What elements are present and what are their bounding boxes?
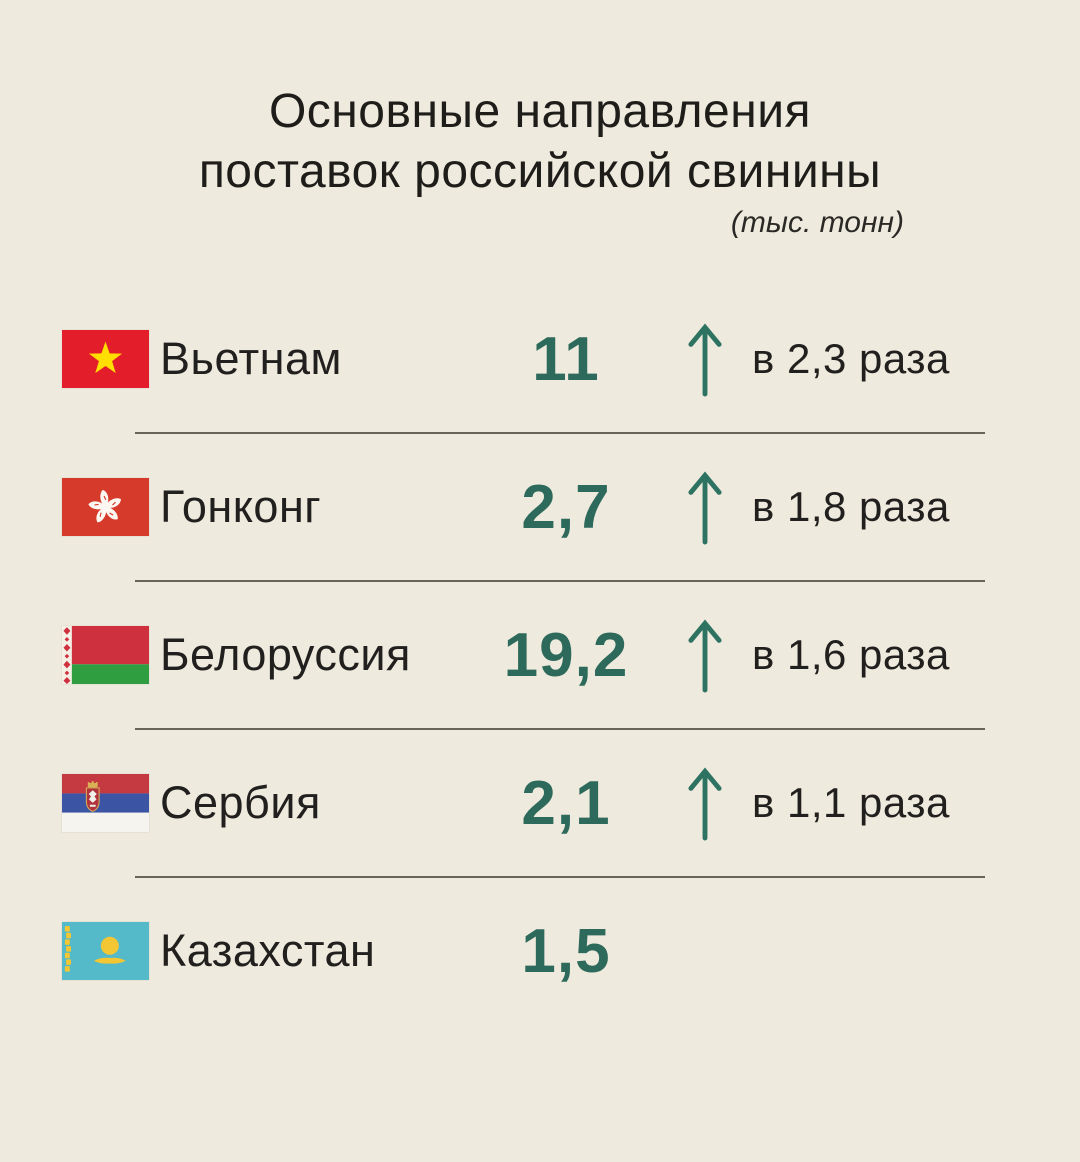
serbia-flag-icon (62, 774, 149, 832)
growth-text: в 1,8 раза (752, 483, 950, 530)
hong-kong-flag-icon (62, 478, 149, 536)
row-divider (135, 580, 985, 582)
unit-note: (тыс. тонн) (730, 206, 904, 239)
row-divider (135, 728, 985, 730)
country-name: Сербия (160, 777, 321, 828)
kazakhstan-flag-icon (62, 922, 149, 980)
country-name: Казахстан (160, 925, 376, 976)
volume-value: 2,1 (521, 768, 611, 838)
vietnam-flag-icon (62, 330, 149, 388)
row-divider (135, 876, 985, 878)
growth-text: в 2,3 раза (752, 335, 950, 382)
up-arrow-icon (688, 323, 722, 397)
supply-row-kazakhstan: Казахстан 1,5 (62, 878, 985, 1024)
volume-value: 2,7 (521, 472, 611, 542)
country-name: Вьетнам (160, 333, 342, 384)
volume-value: 1,5 (521, 916, 611, 986)
up-arrow-icon (688, 767, 722, 841)
supply-rows: Вьетнам 11 в 2,3 раза (0, 286, 1080, 1024)
supply-row-hong-kong: Гонконг 2,7 в 1,8 раза (62, 434, 985, 580)
page-title-line2: поставок российской свинины (198, 145, 882, 198)
page-title-line1: Основные направления (268, 85, 812, 138)
supply-row-belarus: Белоруссия 19,2 в 1,6 раза (62, 582, 985, 728)
up-arrow-icon (688, 619, 722, 693)
title-block: Основные направления поставок российской… (150, 82, 930, 240)
supply-row-vietnam: Вьетнам 11 в 2,3 раза (62, 286, 985, 432)
country-name: Гонконг (160, 481, 322, 532)
growth-text: в 1,1 раза (752, 779, 950, 826)
supply-row-serbia: Сербия 2,1 в 1,1 раза (62, 730, 985, 876)
up-arrow-icon (688, 471, 722, 545)
infographic-poster: Основные направления поставок российской… (0, 82, 1080, 1162)
row-divider (135, 432, 985, 434)
volume-value: 11 (532, 324, 600, 394)
belarus-flag-icon (62, 626, 149, 684)
growth-text: в 1,6 раза (752, 631, 950, 678)
country-name: Белоруссия (160, 629, 411, 680)
volume-value: 19,2 (503, 620, 629, 690)
